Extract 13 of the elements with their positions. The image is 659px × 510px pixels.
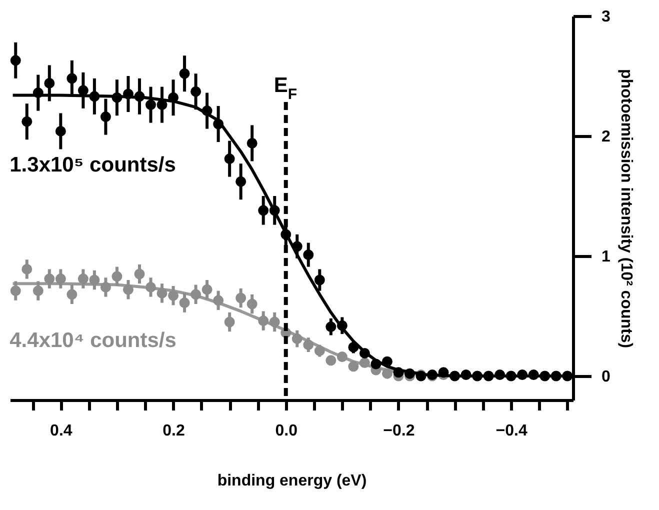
- y-tick-label: 1: [602, 248, 610, 266]
- x-axis-title: binding energy (eV): [217, 472, 367, 490]
- x-tick-label: −0.2: [383, 422, 415, 440]
- x-tick-label: 0.4: [50, 422, 72, 440]
- series-label: 4.4x10⁴ counts/s: [10, 328, 176, 352]
- x-tick-label: −0.4: [496, 422, 528, 440]
- x-tick-label: 0.0: [275, 422, 298, 440]
- y-tick-label: 2: [602, 128, 610, 146]
- y-axis-title: photoemission intensity (10² counts): [617, 68, 634, 348]
- series-label: 1.3x10⁵ counts/s: [10, 153, 176, 176]
- x-tick-label: 0.2: [162, 422, 185, 440]
- y-tick-label: 0: [602, 368, 610, 386]
- y-tick-label: 3: [602, 8, 610, 26]
